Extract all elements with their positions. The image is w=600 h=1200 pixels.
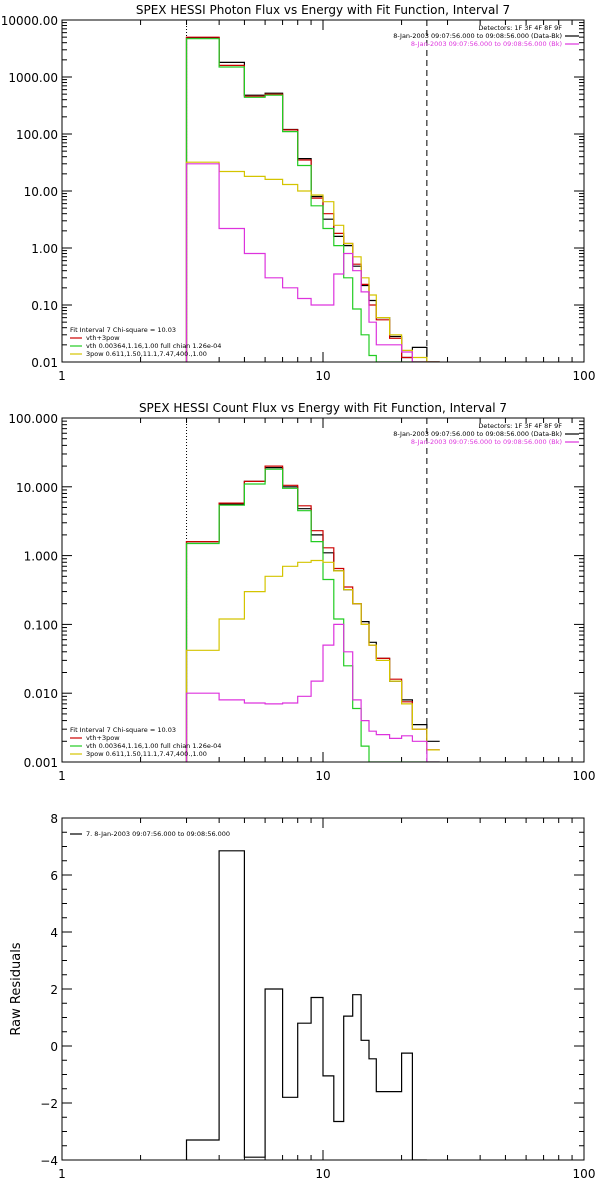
count-flux-panel: SPEX HESSI Count Flux vs Energy with Fit… [8,401,595,783]
x-tick-label: 10 [315,769,330,783]
y-tick-label: 2 [50,983,58,997]
legend-entry: 7. 8-Jan-2003 09:07:56.000 to 09:08:56.0… [86,830,230,838]
header-line: Detectors: 1F 3F 4F 8F 9F [478,422,562,430]
plot-frame [61,817,585,1161]
series-group [185,465,440,762]
series-group [185,36,440,362]
y-axis-label: Raw Residuals [9,942,24,1035]
y-tick-label: 0.01 [31,356,58,370]
series-line-1 [185,465,440,762]
photon-flux-panel: SPEX HESSI Photon Flux vs Energy with Fi… [1,3,596,383]
header-line: 8-Jan-2003 09:07:56.000 to 09:08:56.000 … [393,430,562,438]
series-line-3 [185,161,440,362]
series-line-4 [185,163,440,362]
series-line-0 [185,467,440,762]
series-line-2 [185,468,440,762]
legend-entry: vth 0.00364,1.16,1.00 full chian 1.26e-0… [86,742,221,750]
y-tick-label: 8 [50,812,58,826]
y-tick-label: 10.000 [16,481,58,495]
header-line: 8-Jan-2003 09:07:56.000 to 09:08:56.000 … [411,438,562,446]
x-tick-label: 100 [573,1167,596,1181]
y-tick-label: 100.00 [16,128,58,142]
series-line-2 [185,38,440,362]
y-tick-label: 10.00 [24,185,58,199]
legend-entry: vth+3pow [86,334,120,342]
y-tick-label: 10000.00 [1,14,58,28]
series-line-1 [185,36,440,362]
chart-title: SPEX HESSI Photon Flux vs Energy with Fi… [136,3,510,17]
legend-title: Fit Interval 7 Chi-square = 10.03 [70,726,176,734]
y-tick-label: 0.100 [24,618,58,632]
y-tick-label: 0.001 [24,756,58,770]
x-tick-label: 1 [58,369,66,383]
y-tick-label: 4 [50,926,58,940]
legend-entry: vth 0.00364,1.16,1.00 full chian 1.26e-0… [86,342,221,350]
plot-frame [61,417,585,763]
y-tick-label: 1.000 [24,550,58,564]
y-tick-label: 0.010 [24,687,58,701]
plot-frame [61,19,585,363]
header-line: 8-Jan-2003 09:07:56.000 to 09:08:56.000 … [411,40,562,48]
series-line-0 [185,850,427,1160]
chart-title: SPEX HESSI Count Flux vs Energy with Fit… [139,401,507,415]
residuals-panel: Raw Residuals 1 10 100 −4 −2 0 2 4 6 8 7. 8-Jan-200… [9,812,595,1181]
header-line: Detectors: 1F 3F 4F 8F 9F [478,24,562,32]
legend-entry: vth+3pow [86,734,120,742]
x-tick-label: 1 [58,769,66,783]
x-tick-label: 10 [315,369,330,383]
y-tick-label: 0.10 [31,299,58,313]
x-tick-label: 100 [573,769,596,783]
legend-title: Fit Interval 7 Chi-square = 10.03 [70,326,176,334]
series-line-4 [185,623,440,762]
y-tick-label: −2 [40,1097,58,1111]
legend-entry: 3pow 0.611,1.50,11.1,7.47,400.,1.00 [86,750,207,758]
y-tick-label: 1.00 [31,242,58,256]
y-tick-label: 0 [50,1040,58,1054]
series-group [185,850,427,1160]
x-tick-label: 100 [573,369,596,383]
y-tick-label: 1000.00 [8,71,58,85]
y-tick-label: 100.000 [8,412,58,426]
legend-entry: 3pow 0.611,1.50,11.1,7.47,400.,1.00 [86,350,207,358]
y-tick-label: 6 [50,869,58,883]
x-tick-label: 10 [315,1167,330,1181]
series-line-3 [185,559,440,762]
x-tick-label: 1 [58,1167,66,1181]
series-line-0 [185,37,440,362]
y-tick-label: −4 [40,1154,58,1168]
header-line: 8-Jan-2003 09:07:56.000 to 09:08:56.000 … [393,32,562,40]
